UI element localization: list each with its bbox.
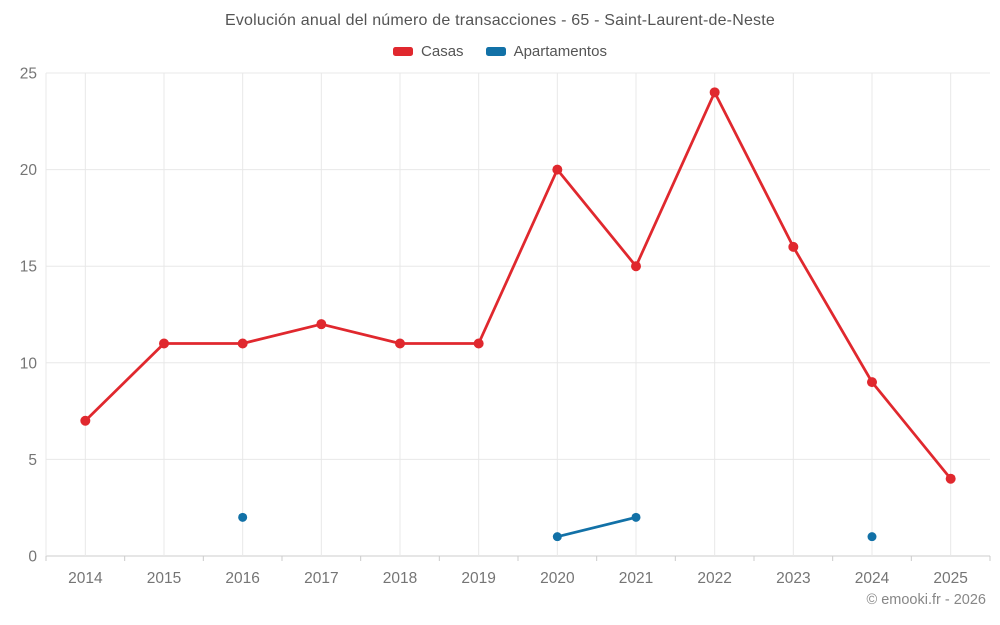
apartamentos-point-2024[interactable] [867,532,877,542]
casas-legend-label: Casas [421,42,464,60]
x-tick-label: 2016 [225,570,259,587]
casas-line [83,90,953,481]
casas-point-2019[interactable] [473,338,484,349]
apartamentos-line [555,515,638,539]
x-tick-label: 2019 [461,570,495,587]
casas-point-2023[interactable] [788,241,799,252]
copyright-footer: © emooki.fr - 2026 [866,592,986,608]
legend-item-apartamentos[interactable]: Apartamentos [485,42,607,60]
y-tick-label: 15 [20,259,37,276]
casas-point-2014[interactable] [80,415,91,426]
casas-legend-swatch [393,46,414,56]
y-tick-label: 25 [20,66,37,83]
x-tick-label: 2018 [383,570,417,587]
legend-item-casas[interactable]: Casas [393,43,464,60]
casas-point-2017[interactable] [316,319,327,330]
apartamentos-point-2021[interactable] [631,512,641,522]
x-tick-label: 2021 [619,570,653,587]
y-tick-label: 5 [28,452,37,469]
casas-point-2024[interactable] [867,377,877,388]
y-tick-label: 0 [28,549,37,566]
y-tick-label: 20 [20,162,38,179]
y-tick-label: 10 [20,355,38,372]
casas-point-2016[interactable] [237,338,248,349]
chart-title: Evolución anual del número de transaccio… [224,12,775,29]
x-tick-label: 2023 [776,570,810,587]
x-tick-label: 2020 [540,570,575,587]
apartamentos-legend-label: Apartamentos [513,42,607,60]
casas-point-2020[interactable] [552,164,563,175]
casas-point-2022[interactable] [709,87,720,98]
apartamentos-point-2016[interactable] [238,512,248,522]
x-tick-label: 2024 [855,570,890,587]
x-tick-label: 2015 [147,570,181,587]
casas-point-2015[interactable] [159,338,169,349]
casas-point-2021[interactable] [631,261,641,272]
x-tick-label: 2017 [304,570,338,587]
x-tick-label: 2014 [68,570,103,587]
apartamentos-legend-swatch [485,46,506,56]
casas-point-2025[interactable] [945,473,956,484]
x-tick-label: 2025 [933,570,967,587]
x-tick-label: 2022 [697,570,731,587]
legend: Casas Apartamentos [0,41,1000,61]
casas-point-2018[interactable] [395,338,405,349]
apartamentos-point-2020[interactable] [552,532,562,542]
